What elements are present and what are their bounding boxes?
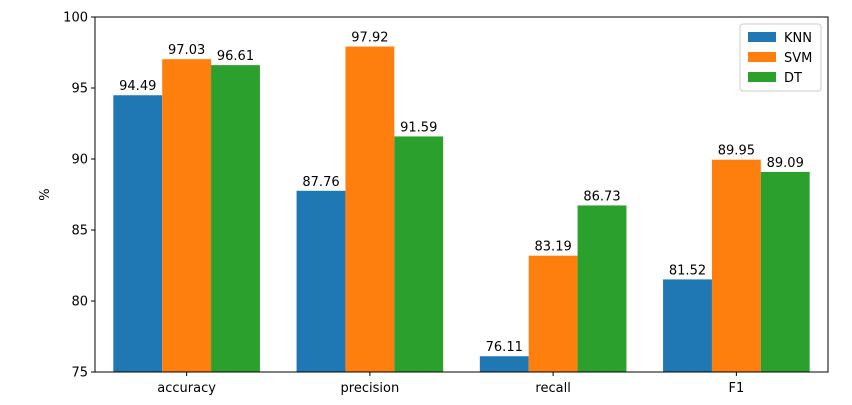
legend-label-knn: KNN — [784, 31, 812, 46]
y-tick-label: 85 — [71, 224, 88, 239]
data-label: 89.09 — [767, 156, 804, 171]
data-label: 94.49 — [119, 79, 156, 94]
data-label: 89.95 — [718, 144, 755, 159]
legend-swatch-dt — [748, 72, 776, 82]
y-axis-title: % — [38, 188, 53, 200]
bar-svm-recall — [528, 255, 578, 372]
data-label: 91.59 — [400, 120, 437, 135]
bar-dt-recall — [577, 205, 627, 372]
legend-label-dt: DT — [784, 71, 802, 86]
y-tick-label: 95 — [71, 82, 88, 97]
bar-knn-accuracy — [113, 95, 163, 372]
data-label: 97.92 — [351, 31, 388, 46]
bar-svm-f1 — [711, 159, 761, 372]
data-label: 97.03 — [168, 43, 205, 58]
data-label: 76.11 — [486, 340, 523, 355]
bars — [113, 46, 810, 372]
bar-svm-accuracy — [162, 59, 212, 372]
bar-knn-f1 — [663, 279, 712, 372]
legend-swatch-knn — [748, 32, 776, 42]
x-tick-label: recall — [535, 381, 570, 396]
x-axis-ticks: accuracy precision recall F1 — [157, 372, 744, 396]
data-label: 83.19 — [535, 240, 572, 255]
bar-dt-f1 — [760, 171, 810, 372]
y-tick-label: 75 — [71, 366, 88, 381]
plot-frame — [94, 16, 829, 373]
bar-dt-accuracy — [211, 65, 260, 372]
legend: KNN SVM DT — [739, 23, 822, 92]
y-tick-label: 100 — [63, 11, 88, 26]
data-label: 86.73 — [583, 189, 620, 204]
bar-knn-recall — [479, 356, 529, 372]
y-axis-ticks: 75 80 85 90 95 100 — [63, 11, 95, 381]
y-tick-label: 90 — [71, 153, 88, 168]
bar-dt-precision — [394, 136, 444, 372]
x-tick-label: F1 — [729, 381, 745, 396]
x-tick-label: accuracy — [157, 381, 216, 396]
data-label: 87.76 — [302, 175, 339, 190]
data-label: 81.52 — [669, 263, 706, 278]
legend-swatch-svm — [748, 52, 776, 62]
bar-svm-precision — [345, 46, 395, 372]
legend-label-svm: SVM — [784, 51, 812, 66]
x-tick-label: precision — [341, 381, 400, 396]
data-labels: 94.49 97.03 96.61 87.76 97.92 91.59 76.11 83.19… — [119, 31, 804, 356]
bar-knn-precision — [296, 190, 346, 372]
y-tick-label: 80 — [71, 295, 88, 310]
data-label: 96.61 — [217, 49, 254, 64]
